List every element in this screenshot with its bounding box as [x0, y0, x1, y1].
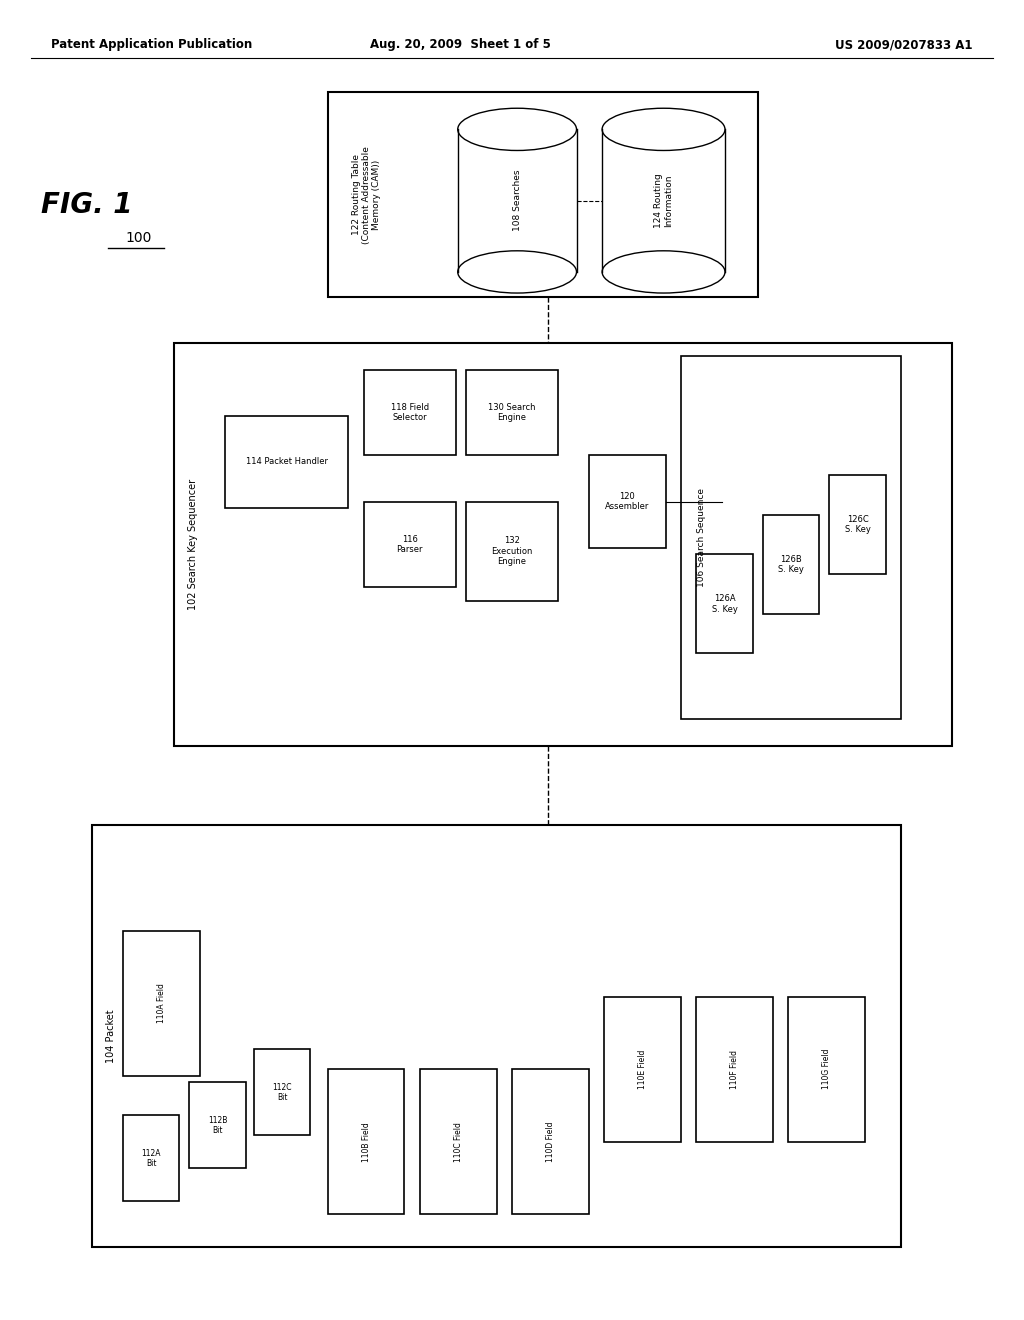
FancyBboxPatch shape	[696, 997, 773, 1142]
Ellipse shape	[602, 108, 725, 150]
Text: 110A Field: 110A Field	[157, 983, 166, 1023]
Text: 112C
Bit: 112C Bit	[272, 1082, 292, 1102]
Text: Patent Application Publication: Patent Application Publication	[51, 38, 253, 51]
FancyBboxPatch shape	[589, 455, 666, 548]
Text: 110C Field: 110C Field	[454, 1122, 463, 1162]
FancyBboxPatch shape	[420, 1069, 497, 1214]
Bar	[458, 129, 577, 272]
Text: US 2009/0207833 A1: US 2009/0207833 A1	[836, 38, 973, 51]
Bar	[602, 129, 725, 272]
Text: 100: 100	[125, 231, 152, 244]
FancyBboxPatch shape	[466, 502, 558, 601]
Ellipse shape	[602, 251, 725, 293]
Text: 114 Packet Handler: 114 Packet Handler	[246, 458, 328, 466]
FancyBboxPatch shape	[189, 1082, 246, 1168]
FancyBboxPatch shape	[512, 1069, 589, 1214]
Text: 118 Field
Selector: 118 Field Selector	[390, 403, 429, 422]
Text: 108 Searches: 108 Searches	[513, 170, 521, 231]
Text: 126A
S. Key: 126A S. Key	[712, 594, 737, 614]
FancyBboxPatch shape	[225, 416, 348, 508]
Text: 102 Search Key Sequencer: 102 Search Key Sequencer	[187, 479, 198, 610]
FancyBboxPatch shape	[328, 1069, 404, 1214]
FancyBboxPatch shape	[92, 825, 901, 1247]
Text: 120
Assembler: 120 Assembler	[605, 492, 649, 511]
FancyBboxPatch shape	[123, 1115, 179, 1201]
Text: 122 Routing Table
(Content Addressable
Memory (CAM)): 122 Routing Table (Content Addressable M…	[351, 145, 382, 244]
FancyBboxPatch shape	[763, 515, 819, 614]
Text: 126C
S. Key: 126C S. Key	[845, 515, 870, 535]
FancyBboxPatch shape	[364, 502, 456, 587]
Text: 110E Field: 110E Field	[638, 1049, 647, 1089]
Text: Aug. 20, 2009  Sheet 1 of 5: Aug. 20, 2009 Sheet 1 of 5	[371, 38, 551, 51]
Text: 110G Field: 110G Field	[822, 1049, 831, 1089]
FancyBboxPatch shape	[829, 475, 886, 574]
Text: 132
Execution
Engine: 132 Execution Engine	[492, 536, 532, 566]
FancyBboxPatch shape	[604, 997, 681, 1142]
FancyBboxPatch shape	[466, 370, 558, 455]
Text: 112B
Bit: 112B Bit	[208, 1115, 227, 1135]
FancyBboxPatch shape	[174, 343, 952, 746]
Text: 110D Field: 110D Field	[546, 1122, 555, 1162]
FancyBboxPatch shape	[696, 554, 753, 653]
FancyBboxPatch shape	[681, 356, 901, 719]
FancyBboxPatch shape	[328, 92, 758, 297]
Ellipse shape	[458, 251, 577, 293]
Text: 124 Routing
Information: 124 Routing Information	[654, 173, 673, 228]
Text: 130 Search
Engine: 130 Search Engine	[488, 403, 536, 422]
Text: 116
Parser: 116 Parser	[396, 535, 423, 554]
FancyBboxPatch shape	[123, 931, 200, 1076]
FancyBboxPatch shape	[364, 370, 456, 455]
Text: 126B
S. Key: 126B S. Key	[778, 554, 804, 574]
FancyBboxPatch shape	[788, 997, 865, 1142]
Text: 104 Packet: 104 Packet	[105, 1010, 116, 1063]
Text: FIG. 1: FIG. 1	[41, 190, 133, 219]
Text: 110B Field: 110B Field	[361, 1122, 371, 1162]
Text: 112A
Bit: 112A Bit	[141, 1148, 161, 1168]
Ellipse shape	[458, 108, 577, 150]
FancyBboxPatch shape	[254, 1049, 310, 1135]
Text: 110F Field: 110F Field	[730, 1049, 739, 1089]
Text: 106 Search Sequence: 106 Search Sequence	[697, 488, 706, 587]
